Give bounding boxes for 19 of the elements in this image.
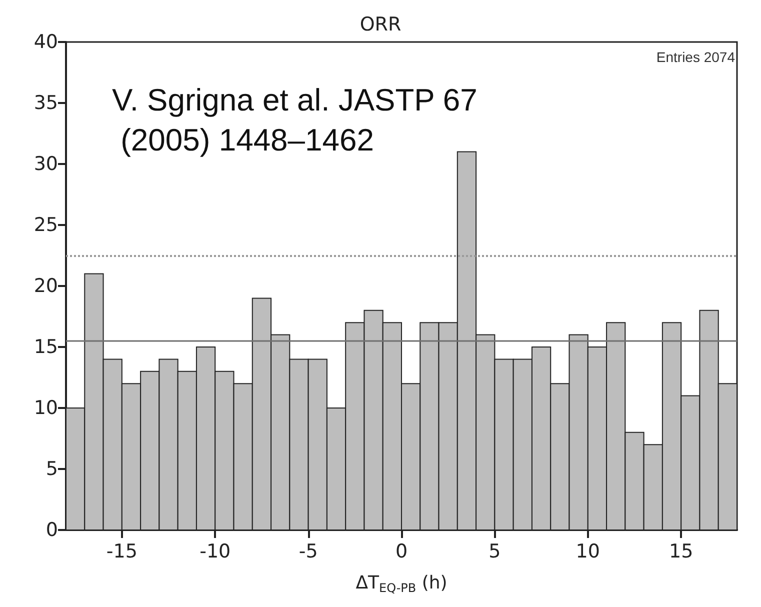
y-tick-label: 35 bbox=[34, 92, 58, 114]
x-tick-label: -15 bbox=[106, 540, 138, 562]
x-tick-label: 5 bbox=[488, 540, 501, 562]
x-tick-label: 10 bbox=[576, 540, 600, 562]
y-tick-label: 30 bbox=[34, 153, 58, 175]
y-tick-label: 0 bbox=[46, 519, 58, 541]
y-tick-label: 15 bbox=[34, 336, 58, 358]
annotation: V. Sgrigna et al. JASTP 67 (2005) 1448–1462 bbox=[112, 82, 478, 158]
y-tick-label: 40 bbox=[34, 31, 58, 53]
y-tick-label: 10 bbox=[34, 397, 58, 419]
x-tick-label: -5 bbox=[298, 540, 318, 562]
x-tick-label: -10 bbox=[200, 540, 231, 562]
y-tick-label: 20 bbox=[34, 275, 58, 297]
x-tick-label: 15 bbox=[668, 540, 694, 562]
x-tick-label: 0 bbox=[395, 540, 408, 562]
y-tick-label: 5 bbox=[46, 458, 58, 480]
y-tick-label: 25 bbox=[34, 214, 58, 236]
annotation: Entries 2074 bbox=[656, 49, 736, 65]
chart-title: ORR bbox=[360, 14, 402, 36]
